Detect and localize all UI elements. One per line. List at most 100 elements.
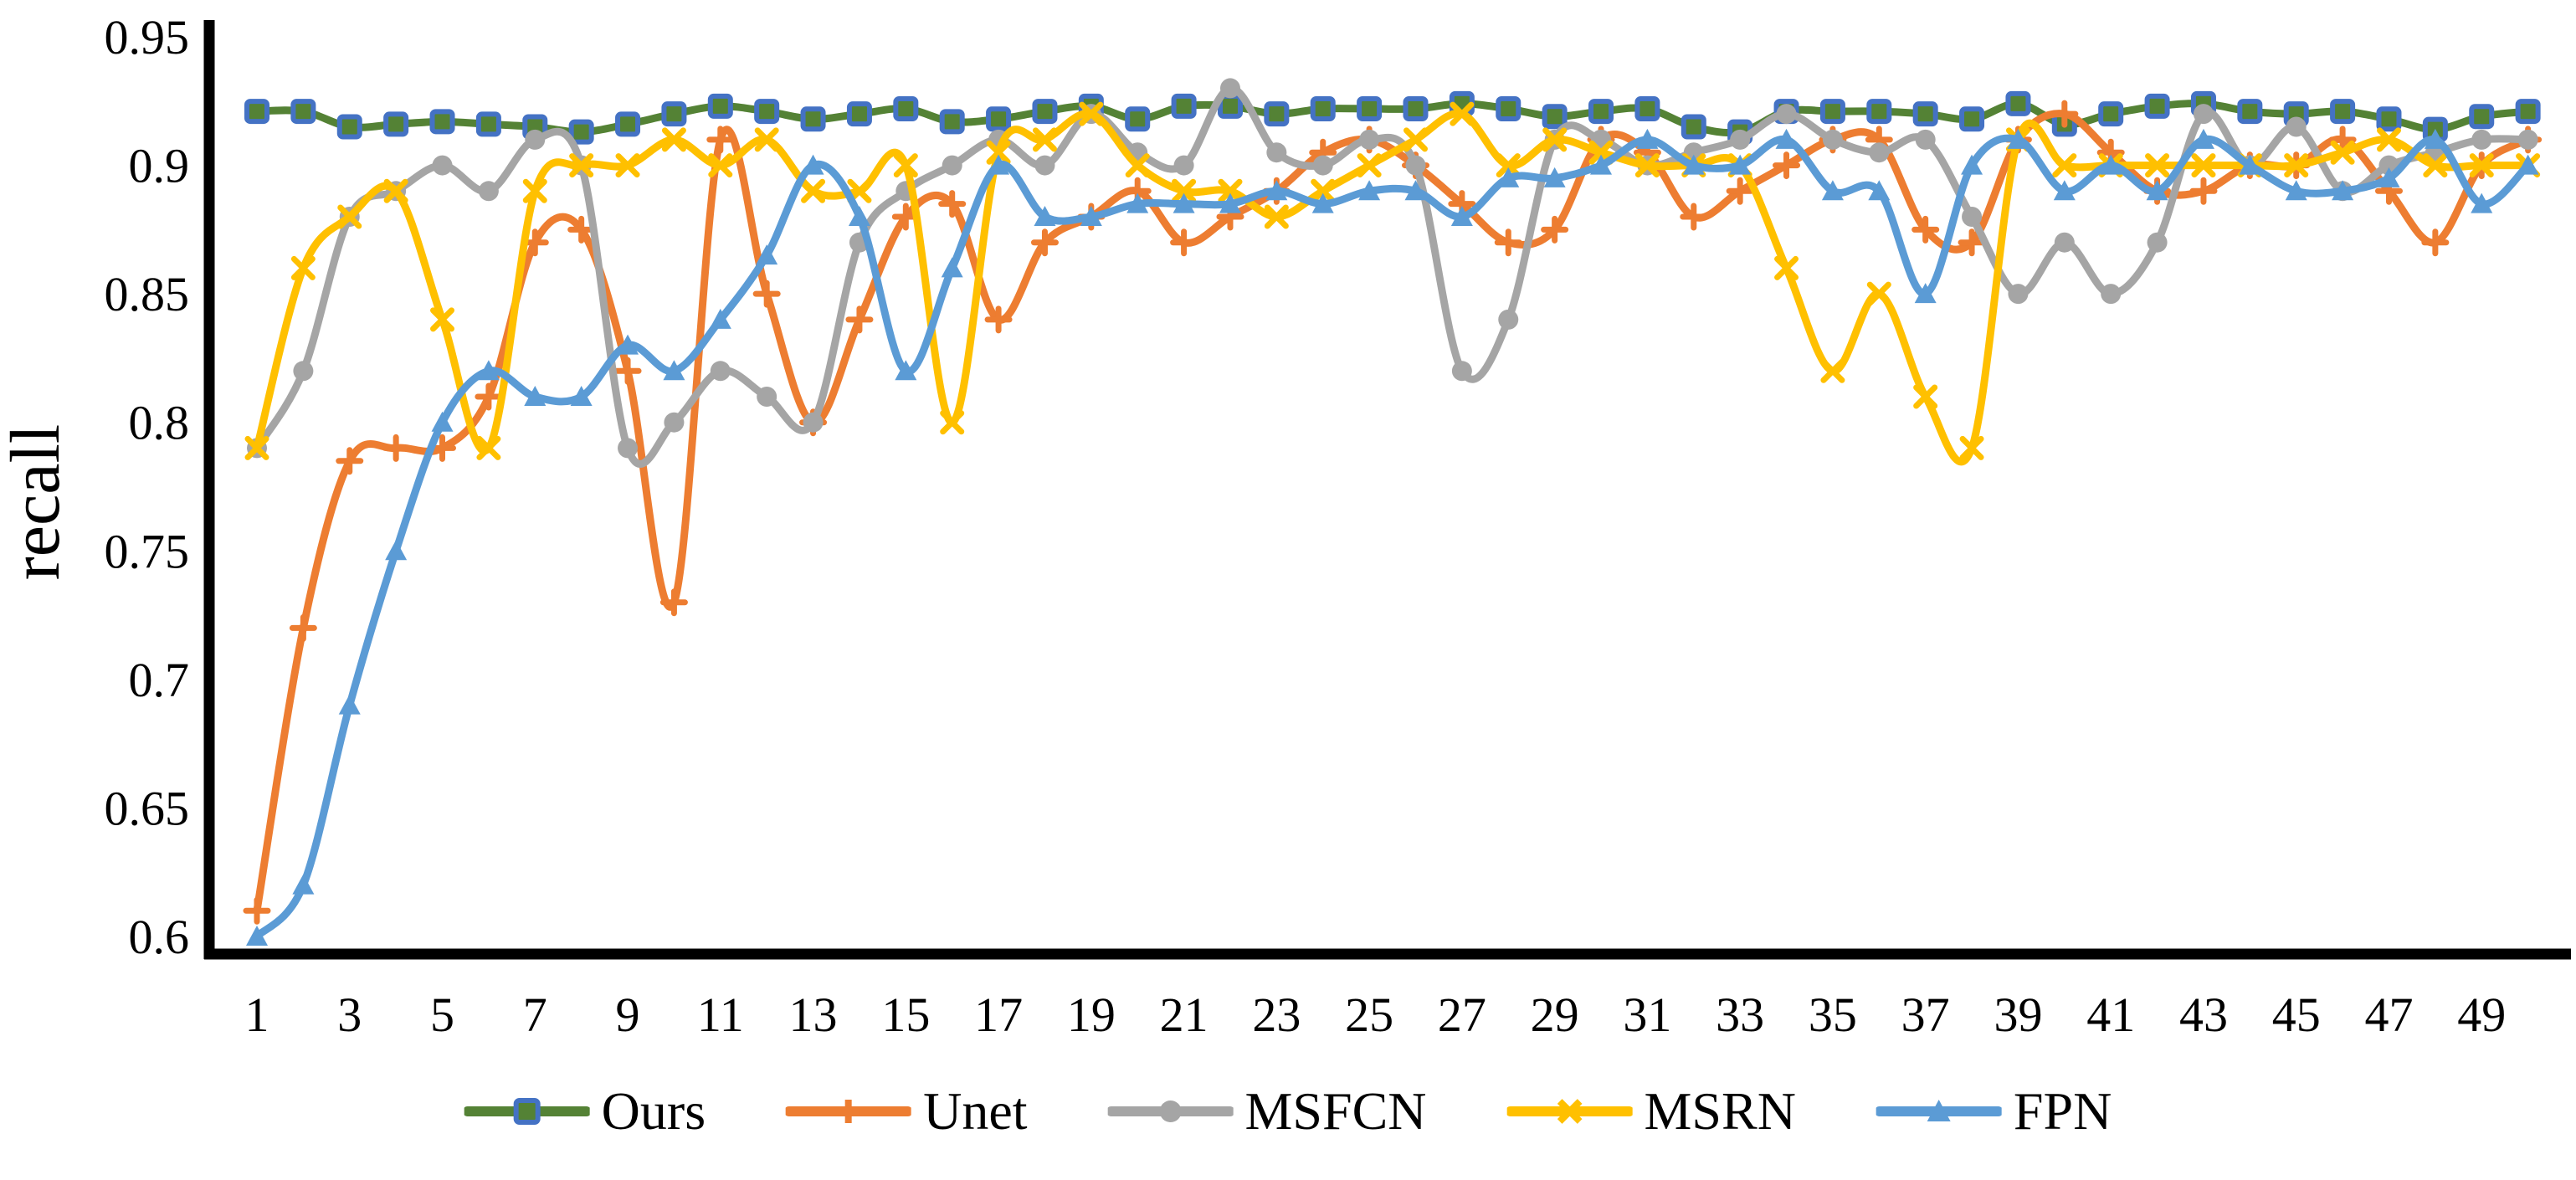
triangle-icon [1682, 154, 1705, 175]
triangle-icon [1173, 192, 1195, 213]
square-icon [1264, 101, 1290, 127]
legend-item-unet: Unet [786, 1085, 1028, 1138]
circle-icon [1359, 129, 1380, 150]
plus-icon [428, 434, 457, 462]
plus-icon [2421, 228, 2450, 257]
triangle-icon [1590, 154, 1613, 175]
square-icon [2237, 99, 2263, 125]
triangle-icon [2192, 128, 2214, 149]
square-icon [1588, 99, 1614, 125]
x-icon [1634, 153, 1660, 178]
square-icon [464, 1098, 590, 1125]
square-icon [2098, 101, 2124, 127]
square-icon [1496, 96, 1521, 121]
circle-icon [478, 181, 499, 202]
x-tick-label: 39 [1994, 988, 2042, 1042]
triangle-icon [617, 334, 639, 355]
plus-icon [984, 305, 1013, 334]
x-icon [1542, 127, 1568, 152]
plus-icon [289, 613, 317, 642]
plus-icon [336, 447, 364, 475]
x-icon [986, 140, 1011, 165]
unet-line-swatch [786, 1093, 912, 1130]
x-tick-label: 43 [2179, 988, 2228, 1042]
circle-icon [2054, 232, 2075, 253]
triangle-icon [1961, 154, 1983, 175]
triangle-icon [385, 540, 408, 561]
x-tick-label: 49 [2457, 988, 2506, 1042]
plus-icon [845, 305, 874, 334]
fpn-line-swatch [1876, 1093, 2002, 1130]
square-icon [290, 99, 316, 125]
plus-icon [613, 357, 642, 385]
x-icon [1218, 178, 1243, 203]
triangle-icon [1080, 206, 1102, 226]
square-icon [1959, 106, 1985, 132]
plus-icon [243, 896, 271, 925]
triangle-icon [1914, 283, 1937, 304]
square-icon [383, 111, 409, 137]
x-icon [1496, 153, 1521, 178]
triangle-icon [2100, 154, 2122, 175]
circle-icon [803, 412, 824, 433]
legend-label: MSFCN [1244, 1081, 1427, 1141]
plus-icon [567, 215, 596, 244]
triangle-icon [2332, 180, 2354, 201]
y-tick-label: 0.8 [129, 396, 190, 450]
circle-icon [757, 387, 777, 407]
chart-legend: Ours Unet MSFCN MSRN FPN [464, 1085, 2112, 1138]
square-icon [568, 119, 594, 145]
square-icon [846, 101, 872, 127]
plus-icon [2189, 177, 2218, 205]
x-icon [244, 435, 269, 460]
series-line-msfcn [253, 84, 2532, 468]
triangle-icon [1636, 128, 1659, 149]
triangle-icon [1729, 154, 1752, 175]
plus-icon [706, 126, 735, 154]
square-icon [1681, 114, 1706, 140]
triangle-icon [1311, 192, 1334, 213]
y-tick-label: 0.9 [129, 139, 190, 193]
triangle-icon [338, 694, 361, 715]
triangle-icon [709, 308, 731, 329]
plus-icon [1030, 228, 1059, 257]
triangle-icon [895, 360, 917, 381]
circle-icon [1173, 155, 1194, 176]
square-icon [2330, 99, 2356, 125]
x-tick-label: 23 [1252, 988, 1301, 1042]
x-icon [1450, 101, 1475, 126]
x-icon [383, 178, 408, 203]
series-line-msrn [253, 109, 2532, 466]
circle-icon [1730, 129, 1751, 150]
square-icon [800, 106, 826, 132]
triangle-icon [2285, 180, 2307, 201]
x-icon [1774, 255, 1799, 280]
x-tick-label: 1 [245, 988, 269, 1042]
series-line-fpn [253, 134, 2532, 941]
square-icon [475, 111, 501, 137]
circle-icon [1776, 104, 1797, 125]
legend-label: FPN [2013, 1081, 2112, 1141]
x-icon [2423, 153, 2448, 178]
x-icon [801, 178, 826, 203]
x-icon [522, 178, 547, 203]
square-icon [2469, 104, 2495, 130]
triangle-icon [1543, 167, 1566, 187]
square-icon [244, 99, 269, 125]
x-icon [2145, 153, 2170, 178]
x-tick-label: 9 [616, 988, 640, 1042]
plus-icon [2050, 100, 2079, 128]
x-icon [2469, 153, 2494, 178]
triangle-icon [246, 926, 268, 946]
square-icon [1357, 96, 1383, 121]
triangle-icon [1821, 180, 1844, 201]
ours-line-swatch [464, 1093, 590, 1130]
circle-icon [1498, 309, 1519, 330]
triangle-icon [756, 244, 778, 265]
square-icon [2144, 93, 2170, 119]
triangle-icon [2146, 180, 2168, 201]
legend-item-msrn: MSRN [1506, 1085, 1796, 1138]
x-tick-label: 5 [430, 988, 454, 1042]
x-icon [893, 153, 918, 178]
square-icon [1125, 106, 1151, 132]
